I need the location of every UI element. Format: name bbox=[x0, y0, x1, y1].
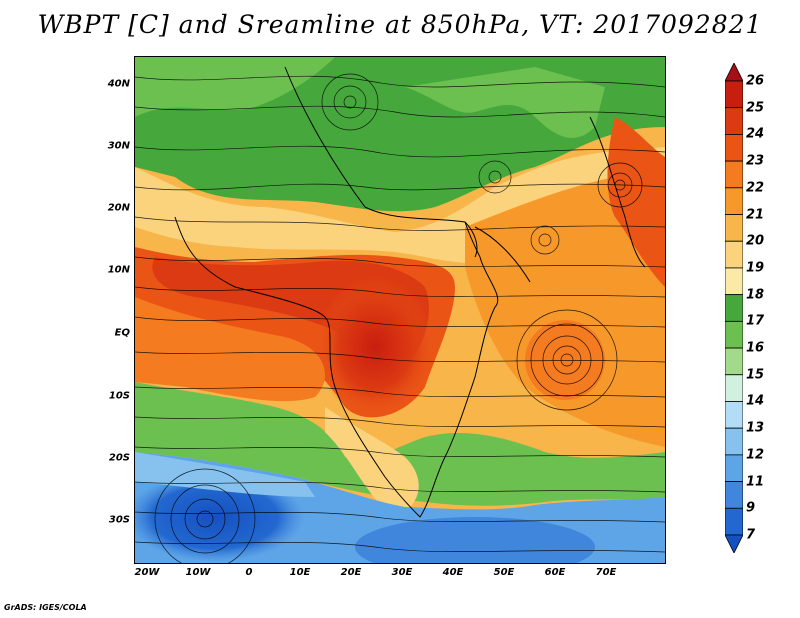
lon-label-50e: 50E bbox=[493, 567, 515, 578]
colorbar-level-label: 16 bbox=[746, 340, 765, 356]
colorbar-swatch bbox=[725, 294, 743, 322]
colorbar-swatch bbox=[725, 347, 743, 376]
colorbar-level-label: 12 bbox=[746, 447, 765, 463]
colorbar-level-label: 26 bbox=[746, 73, 765, 89]
colorbar-swatch bbox=[725, 507, 743, 536]
lon-label-60e: 60E bbox=[544, 567, 566, 578]
lon-label-40e: 40E bbox=[442, 567, 464, 578]
colorbar-level-label: 15 bbox=[746, 367, 765, 383]
map-panel bbox=[134, 56, 666, 564]
lat-label-10n: 10N bbox=[107, 264, 130, 276]
lat-label-20s: 20S bbox=[108, 452, 130, 464]
colorbar-level-label: 25 bbox=[746, 100, 765, 116]
lat-label-30s: 30S bbox=[108, 514, 130, 526]
lon-label-0: 0 bbox=[245, 567, 253, 578]
colorbar-level-label: 18 bbox=[746, 287, 765, 303]
lon-label-10e: 10E bbox=[289, 567, 311, 578]
colorbar-swatch bbox=[725, 267, 743, 296]
colorbar-level-label: 13 bbox=[746, 420, 765, 436]
colorbar-level-label: 17 bbox=[746, 313, 765, 329]
colorbar-swatch bbox=[725, 214, 743, 242]
colorbar-level-label: 14 bbox=[746, 393, 765, 409]
colorbar-swatch bbox=[725, 320, 743, 349]
colorbar-level-label: 24 bbox=[746, 126, 765, 142]
colorbar-level-label: 23 bbox=[746, 153, 765, 169]
colorbar-level-label: 19 bbox=[746, 260, 765, 276]
lon-label-10w: 10W bbox=[185, 567, 211, 578]
lon-label-30e: 30E bbox=[391, 567, 413, 578]
lat-label-20n: 20N bbox=[107, 202, 130, 214]
colorbar-level-label: 21 bbox=[746, 207, 765, 223]
chart-title: WBPT [C] and Sreamline at 850hPa, VT: 20… bbox=[37, 10, 763, 39]
colorbar-swatch bbox=[725, 80, 743, 109]
colorbar-bottom-arrow bbox=[725, 534, 743, 553]
colorbar-level-label: 9 bbox=[746, 500, 756, 516]
lat-label-30n: 30N bbox=[107, 140, 130, 152]
colorbar-swatch bbox=[725, 401, 743, 429]
lon-label-70e: 70E bbox=[595, 567, 617, 578]
colorbar-swatch bbox=[725, 187, 743, 215]
colorbar-swatch bbox=[725, 107, 743, 135]
lat-label-40n: 40N bbox=[107, 78, 130, 90]
colorbar-swatch bbox=[725, 454, 743, 482]
colorbar-level-label: 11 bbox=[746, 474, 765, 490]
lat-label-10s: 10S bbox=[108, 390, 130, 402]
colorbar-swatch bbox=[725, 481, 743, 509]
colorbar-level-label: 7 bbox=[746, 527, 756, 543]
colorbar-level-label: 22 bbox=[746, 180, 765, 196]
colorbar-swatch bbox=[725, 134, 743, 162]
colorbar-level-label: 20 bbox=[746, 233, 765, 249]
colorbar-swatch bbox=[725, 240, 743, 269]
lon-label-20e: 20E bbox=[340, 567, 362, 578]
colorbar-swatch bbox=[725, 374, 743, 402]
colorbar bbox=[725, 63, 743, 553]
lon-label-20w: 20W bbox=[134, 567, 160, 578]
wbpt-field-map bbox=[135, 57, 665, 563]
colorbar-swatch bbox=[725, 427, 743, 456]
colorbar-top-arrow bbox=[725, 63, 743, 82]
colorbar-swatch bbox=[725, 160, 743, 189]
grads-credit: GrADS: IGES/COLA bbox=[4, 603, 87, 612]
lat-label-eq: EQ bbox=[114, 327, 130, 339]
